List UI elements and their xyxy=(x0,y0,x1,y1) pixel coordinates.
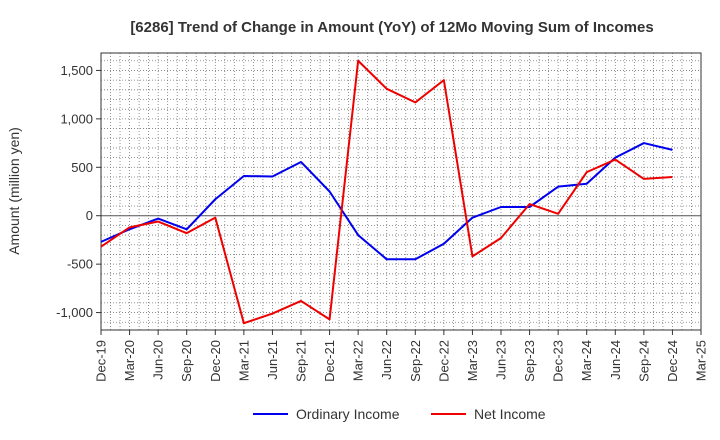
y-tick-label: -500 xyxy=(67,257,93,272)
x-tick-label: Jun-24 xyxy=(608,340,623,380)
x-tick-label: Dec-23 xyxy=(551,340,566,382)
y-tick-label: -1,000 xyxy=(56,305,93,320)
x-axis: Dec-19 Mar-20 Jun-20 Sep-20 Dec-20 Mar-21 Jun-… xyxy=(94,330,709,382)
x-tick-label: Dec-20 xyxy=(208,340,223,382)
series-line-net-income xyxy=(100,59,673,325)
x-tick-label: Jun-20 xyxy=(151,340,166,380)
y-tick-label: 1,000 xyxy=(60,111,93,126)
x-tick-label: Sep-23 xyxy=(522,340,537,382)
x-tick-label: Mar-24 xyxy=(579,340,594,381)
x-tick-label: Dec-22 xyxy=(436,340,451,382)
x-tick-label: Sep-21 xyxy=(294,340,309,382)
legend-label-ordinary-income: Ordinary Income xyxy=(296,406,400,422)
x-tick-label: Mar-25 xyxy=(694,340,709,381)
x-tick-label: Sep-24 xyxy=(636,340,651,382)
x-tick-label: Sep-22 xyxy=(408,340,423,382)
y-tick-label: 500 xyxy=(71,160,93,175)
x-tick-label: Dec-21 xyxy=(322,340,337,382)
x-tick-label: Mar-22 xyxy=(351,340,366,381)
x-tick-label: Mar-23 xyxy=(465,340,480,381)
y-axis-label: Amount (million yen) xyxy=(6,127,22,255)
series-layer xyxy=(100,59,673,325)
chart-title: [6286] Trend of Change in Amount (YoY) o… xyxy=(130,19,653,36)
y-axis: -1,000 -500 0 500 1,000 1,500 xyxy=(56,63,101,320)
x-tick-label: Dec-19 xyxy=(94,340,109,382)
plot-border xyxy=(100,52,702,331)
legend: Ordinary Income Net Income xyxy=(253,406,546,422)
series-line-ordinary-income xyxy=(100,142,673,261)
x-tick-label: Jun-21 xyxy=(265,340,280,380)
legend-label-net-income: Net Income xyxy=(474,406,546,422)
y-tick-label: 0 xyxy=(86,208,93,223)
x-tick-label: Mar-20 xyxy=(122,340,137,381)
x-tick-label: Jun-22 xyxy=(379,340,394,380)
y-tick-label: 1,500 xyxy=(60,63,93,78)
x-tick-label: Sep-20 xyxy=(179,340,194,382)
x-tick-label: Jun-23 xyxy=(494,340,509,380)
x-tick-label: Dec-24 xyxy=(665,340,680,382)
plot-area xyxy=(100,52,702,331)
x-tick-label: Mar-21 xyxy=(236,340,251,381)
